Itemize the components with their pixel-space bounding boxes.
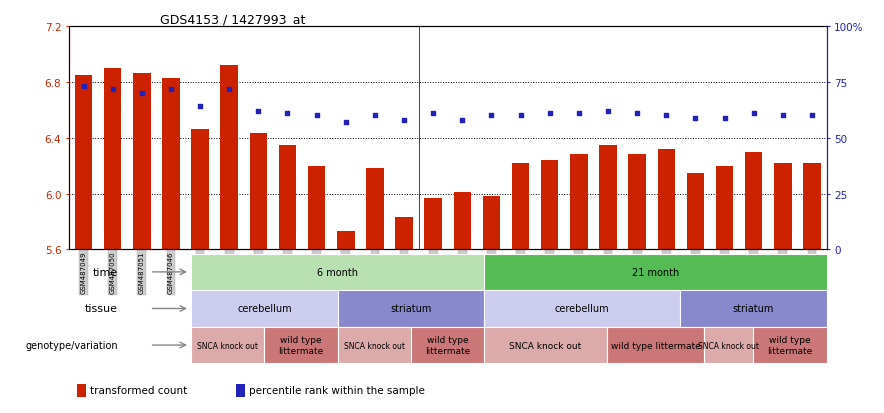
Bar (191, 254, 484, 290)
Bar (680, 290, 827, 327)
Bar (745, 152, 762, 250)
Point (339, 119, 353, 126)
Point (659, 113, 674, 119)
Point (455, 117, 469, 124)
Text: SNCA knock out: SNCA knock out (344, 341, 405, 350)
Text: tissue: tissue (85, 304, 118, 314)
Text: transformed count: transformed count (90, 385, 187, 395)
Point (747, 111, 761, 117)
Text: wild type
littermate: wild type littermate (278, 335, 324, 355)
Bar (236, 384, 245, 397)
Point (572, 111, 586, 117)
Text: cerebellum: cerebellum (555, 304, 609, 314)
Bar (249, 134, 267, 250)
Bar (804, 164, 820, 250)
Bar (220, 66, 238, 250)
Bar (687, 173, 705, 250)
Text: percentile rank within the sample: percentile rank within the sample (249, 385, 425, 395)
Bar (705, 327, 753, 363)
Bar (104, 69, 121, 250)
Bar (162, 78, 179, 250)
Bar (191, 327, 264, 363)
Bar (658, 150, 675, 250)
Text: SNCA knock out: SNCA knock out (509, 341, 582, 350)
Text: wild type
littermate: wild type littermate (425, 335, 470, 355)
Point (484, 113, 499, 119)
Bar (191, 290, 338, 327)
Bar (366, 169, 384, 250)
Point (164, 86, 178, 93)
Text: 21 month: 21 month (632, 267, 679, 277)
Point (368, 113, 382, 119)
Bar (338, 290, 484, 327)
Text: SNCA knock out: SNCA knock out (698, 341, 759, 350)
Point (251, 108, 265, 115)
Point (134, 90, 149, 97)
Bar (264, 327, 338, 363)
Bar (337, 232, 354, 250)
Bar (541, 161, 559, 250)
Bar (483, 197, 500, 250)
Text: wild type littermate: wild type littermate (611, 341, 700, 350)
Text: striatum: striatum (391, 304, 431, 314)
Point (514, 113, 528, 119)
Bar (774, 164, 791, 250)
Bar (599, 145, 617, 250)
Point (426, 111, 440, 117)
Bar (278, 145, 296, 250)
Bar (629, 155, 646, 250)
Point (689, 115, 703, 121)
Bar (570, 155, 588, 250)
Text: 6 month: 6 month (317, 267, 358, 277)
Text: genotype/variation: genotype/variation (26, 340, 118, 350)
Bar (484, 327, 606, 363)
Text: time: time (93, 267, 118, 277)
Bar (716, 166, 734, 250)
Bar (75, 76, 92, 250)
Text: striatum: striatum (733, 304, 774, 314)
Bar (411, 327, 484, 363)
Point (776, 113, 790, 119)
Bar (77, 384, 86, 397)
Bar (484, 254, 827, 290)
Bar (484, 290, 680, 327)
Bar (606, 327, 705, 363)
Point (280, 111, 294, 117)
Text: cerebellum: cerebellum (237, 304, 292, 314)
Point (309, 113, 324, 119)
Bar (395, 218, 413, 250)
Bar (133, 74, 150, 250)
Point (397, 117, 411, 124)
Point (805, 113, 819, 119)
Point (76, 84, 90, 90)
Point (105, 86, 119, 93)
Point (543, 111, 557, 117)
Bar (753, 327, 827, 363)
Bar (512, 164, 530, 250)
Point (630, 111, 644, 117)
Bar (191, 130, 209, 250)
Text: GDS4153 / 1427993_at: GDS4153 / 1427993_at (160, 13, 305, 26)
Bar (424, 198, 442, 250)
Bar (453, 193, 471, 250)
Point (193, 104, 207, 110)
Text: wild type
littermate: wild type littermate (767, 335, 812, 355)
Text: SNCA knock out: SNCA knock out (197, 341, 258, 350)
Bar (338, 327, 411, 363)
Point (222, 86, 236, 93)
Point (718, 115, 732, 121)
Bar (308, 166, 325, 250)
Point (601, 108, 615, 115)
